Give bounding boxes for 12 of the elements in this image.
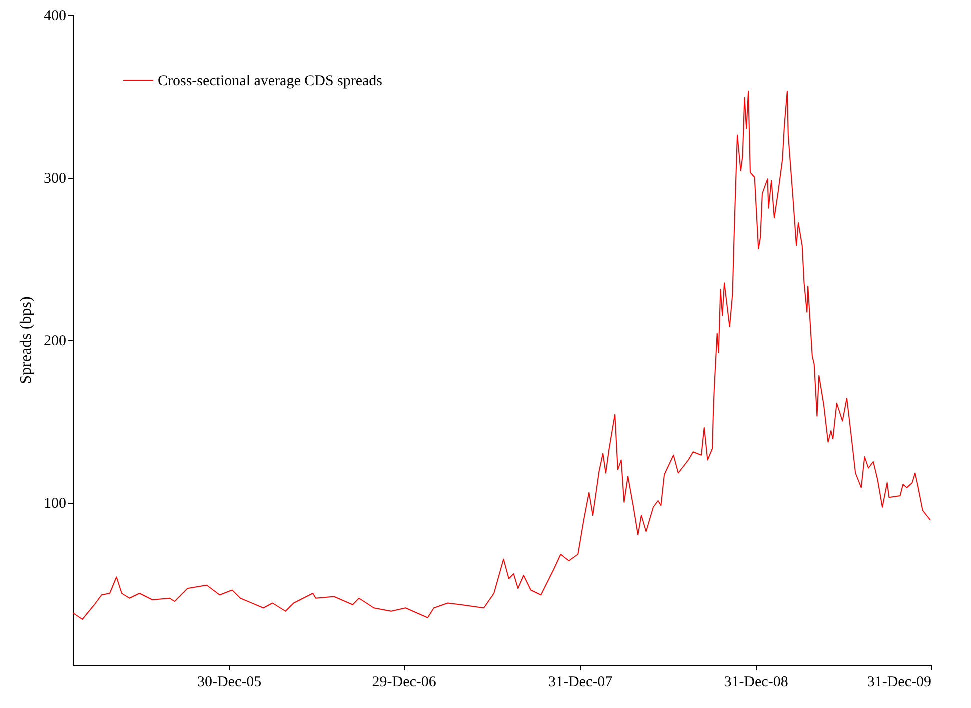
x-tick-label: 29-Dec-06 [372, 674, 437, 690]
y-tick-label: 200 [44, 334, 66, 350]
y-axis-title: Spreads (bps) [18, 296, 35, 384]
x-tick-label: 31-Dec-08 [724, 674, 788, 690]
x-tick-label: 31-Dec-09 [867, 674, 932, 690]
legend-label: Cross-sectional average CDS spreads [158, 74, 383, 90]
x-tick-label: 31-Dec-07 [548, 674, 614, 690]
y-tick-label: 300 [44, 171, 66, 187]
y-tick-label: 400 [44, 8, 66, 24]
x-tick-label: 30-Dec-05 [197, 674, 262, 690]
line-series [72, 90, 932, 620]
y-tick-label: 100 [44, 496, 66, 512]
